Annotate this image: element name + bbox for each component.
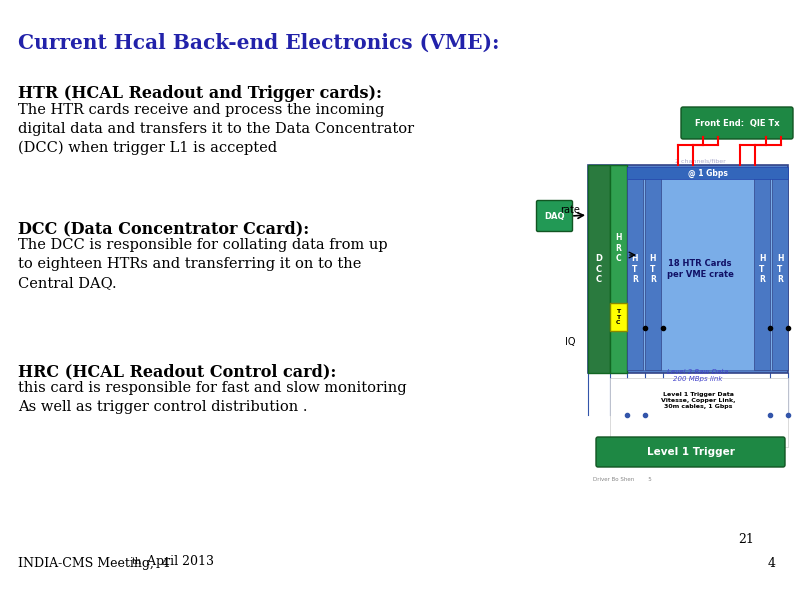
- Text: DCC (Data Concentrator Ccard):: DCC (Data Concentrator Ccard):: [18, 220, 309, 237]
- Bar: [588, 165, 788, 373]
- Text: H
R
C: H R C: [615, 233, 622, 263]
- Text: 18 HTR Cards
per VME crate: 18 HTR Cards per VME crate: [666, 259, 734, 278]
- Text: IQ: IQ: [565, 337, 576, 347]
- Text: H
T
R: H T R: [759, 254, 765, 284]
- Text: @ 1 Gbps: @ 1 Gbps: [688, 168, 727, 177]
- Text: T
T
C: T T C: [616, 309, 621, 325]
- Text: HRC (HCAL Readout Control card):: HRC (HCAL Readout Control card):: [18, 363, 337, 380]
- Text: Front End:  QIE Tx: Front End: QIE Tx: [695, 118, 780, 127]
- Bar: [610, 165, 627, 373]
- Text: rate: rate: [560, 205, 580, 215]
- Text: H
T
R: H T R: [649, 254, 657, 284]
- Text: 21: 21: [738, 533, 754, 546]
- Bar: [640, 168, 778, 370]
- Text: The DCC is responsible for collating data from up
to eighteen HTRs and transferr: The DCC is responsible for collating dat…: [18, 238, 387, 290]
- Text: HTR (HCAL Readout and Trigger cards):: HTR (HCAL Readout and Trigger cards):: [18, 85, 382, 102]
- Bar: [754, 168, 770, 370]
- Bar: [627, 168, 643, 370]
- Text: April 2013: April 2013: [143, 555, 214, 568]
- Text: DAQ: DAQ: [544, 211, 565, 221]
- Text: Level 1 Trigger Data
Vitesse, Copper Link,
30m cables, 1 Gbps: Level 1 Trigger Data Vitesse, Copper Lin…: [661, 392, 735, 409]
- Text: D
C
C: D C C: [596, 254, 603, 284]
- Text: this card is responsible for fast and slow monitoring
As well as trigger control: this card is responsible for fast and sl…: [18, 381, 407, 414]
- Text: H
T
R: H T R: [777, 254, 783, 284]
- Text: H
T
R: H T R: [632, 254, 638, 284]
- Bar: [588, 165, 610, 373]
- Bar: [610, 378, 788, 447]
- Text: The HTR cards receive and process the incoming
digital data and transfers it to : The HTR cards receive and process the in…: [18, 103, 414, 155]
- Bar: [610, 303, 627, 331]
- Text: Driver Bo Shen        5: Driver Bo Shen 5: [593, 477, 652, 482]
- Text: Level 2 Raw Data
200 MBps link: Level 2 Raw Data 200 MBps link: [668, 369, 729, 382]
- Text: 4: 4: [768, 557, 776, 570]
- FancyBboxPatch shape: [596, 437, 785, 467]
- Bar: [772, 168, 788, 370]
- Text: INDIA-CMS Meeting,  4: INDIA-CMS Meeting, 4: [18, 557, 170, 570]
- Bar: [627, 167, 788, 179]
- Text: th: th: [132, 557, 142, 566]
- Text: Current Hcal Back-end Electronics (VME):: Current Hcal Back-end Electronics (VME):: [18, 33, 499, 53]
- Text: Level 1 Trigger: Level 1 Trigger: [646, 447, 734, 457]
- Text: 2 channels/fiber: 2 channels/fiber: [675, 158, 726, 164]
- FancyBboxPatch shape: [681, 107, 793, 139]
- Bar: [645, 168, 661, 370]
- FancyBboxPatch shape: [537, 201, 572, 231]
